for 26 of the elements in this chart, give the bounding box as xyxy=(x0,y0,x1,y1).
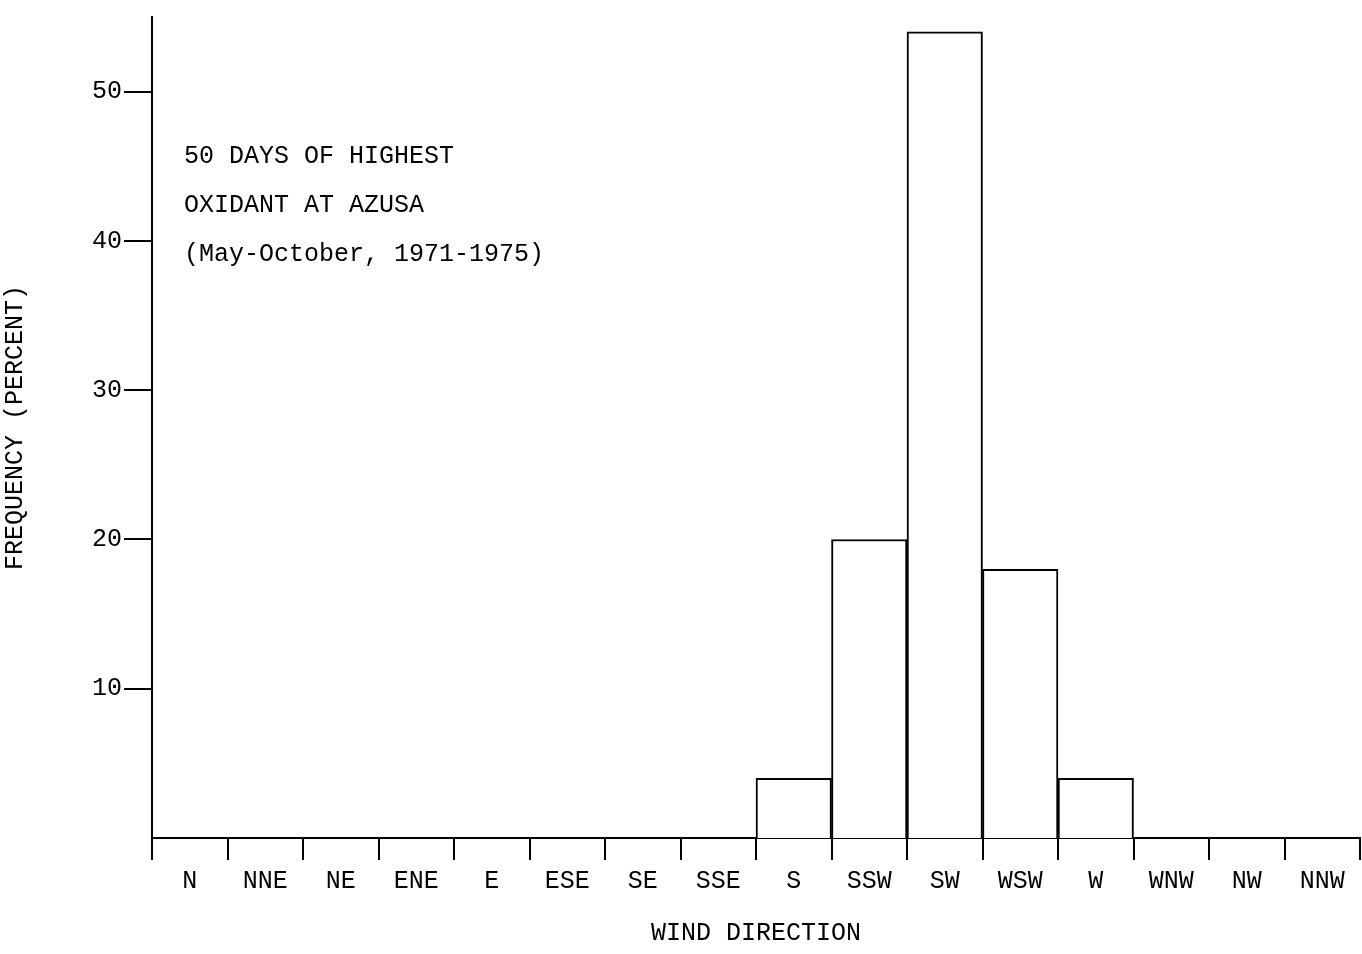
y-tick-label: 40 xyxy=(91,226,122,256)
x-tick-label: WNW xyxy=(1148,866,1194,896)
x-tick-label: NW xyxy=(1231,866,1262,896)
y-tick-label: 30 xyxy=(91,375,122,405)
x-tick-label: NE xyxy=(325,866,356,896)
x-tick-label: W xyxy=(1088,866,1104,896)
y-tick-label: 10 xyxy=(91,674,122,704)
x-tick-label: SSE xyxy=(695,866,741,896)
x-tick-label: S xyxy=(786,866,802,896)
annotation: 50 DAYS OF HIGHEST xyxy=(184,142,455,171)
x-tick-label: N xyxy=(182,866,198,896)
x-axis-title: WIND DIRECTION xyxy=(650,918,862,948)
annotation: (May-October, 1971-1975) xyxy=(184,240,545,269)
x-tick-label: NNW xyxy=(1299,866,1345,896)
y-tick-label: 50 xyxy=(91,77,122,107)
x-tick-label: SSW xyxy=(846,866,892,896)
x-tick-label: WSW xyxy=(997,866,1043,896)
x-tick-label: E xyxy=(484,866,500,896)
y-tick-label: 20 xyxy=(91,525,122,555)
x-tick-label: ENE xyxy=(393,866,439,896)
y-axis-title: FREQUENCY (PERCENT) xyxy=(0,284,30,571)
x-tick-label: SW xyxy=(929,866,960,896)
x-tick-label: ESE xyxy=(544,866,590,896)
x-tick-label: NNE xyxy=(242,866,288,896)
x-tick-label: SE xyxy=(627,866,658,896)
annotation: OXIDANT AT AZUSA xyxy=(184,191,425,220)
